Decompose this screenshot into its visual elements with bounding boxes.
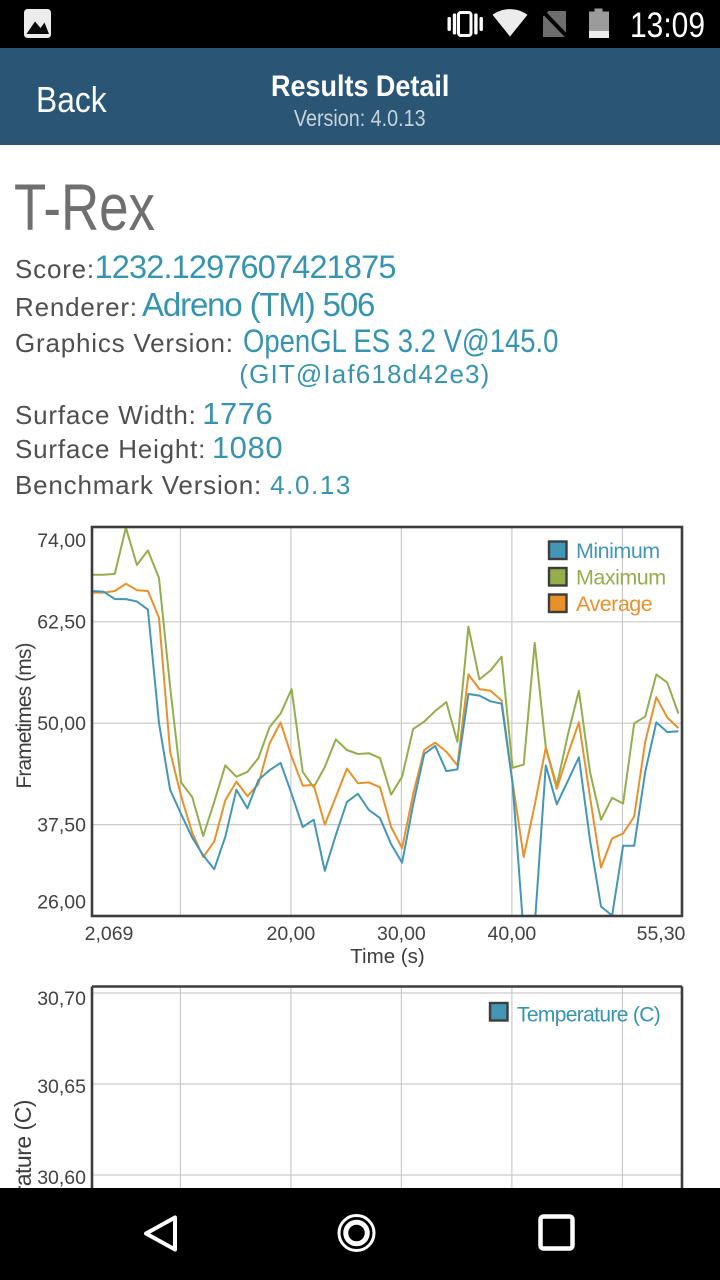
svg-text:37,50: 37,50 xyxy=(37,815,86,837)
svg-text:74,00: 74,00 xyxy=(37,530,86,552)
svg-text:26,00: 26,00 xyxy=(37,892,86,914)
svg-text:20,00: 20,00 xyxy=(266,923,315,945)
svg-text:13:09: 13:09 xyxy=(630,5,705,45)
svg-text:30,60: 30,60 xyxy=(37,1167,86,1189)
svg-text:62,50: 62,50 xyxy=(37,612,86,634)
svg-text:40,00: 40,00 xyxy=(487,923,536,945)
svg-text:50,00: 50,00 xyxy=(37,713,86,735)
svg-text:Maximum: Maximum xyxy=(576,566,666,590)
svg-text:Time (s): Time (s) xyxy=(350,945,424,968)
svg-text:Frametimes (ms): Frametimes (ms) xyxy=(13,643,36,788)
svg-text:55,30: 55,30 xyxy=(637,923,686,945)
svg-text:Temperature (C): Temperature (C) xyxy=(517,1004,660,1027)
svg-text:2,069: 2,069 xyxy=(85,923,134,945)
svg-text:30,00: 30,00 xyxy=(377,923,426,945)
svg-text:30,70: 30,70 xyxy=(37,988,86,1010)
svg-text:30,65: 30,65 xyxy=(37,1076,86,1098)
svg-text:Minimum: Minimum xyxy=(576,539,660,563)
svg-text:Average: Average xyxy=(576,592,652,616)
